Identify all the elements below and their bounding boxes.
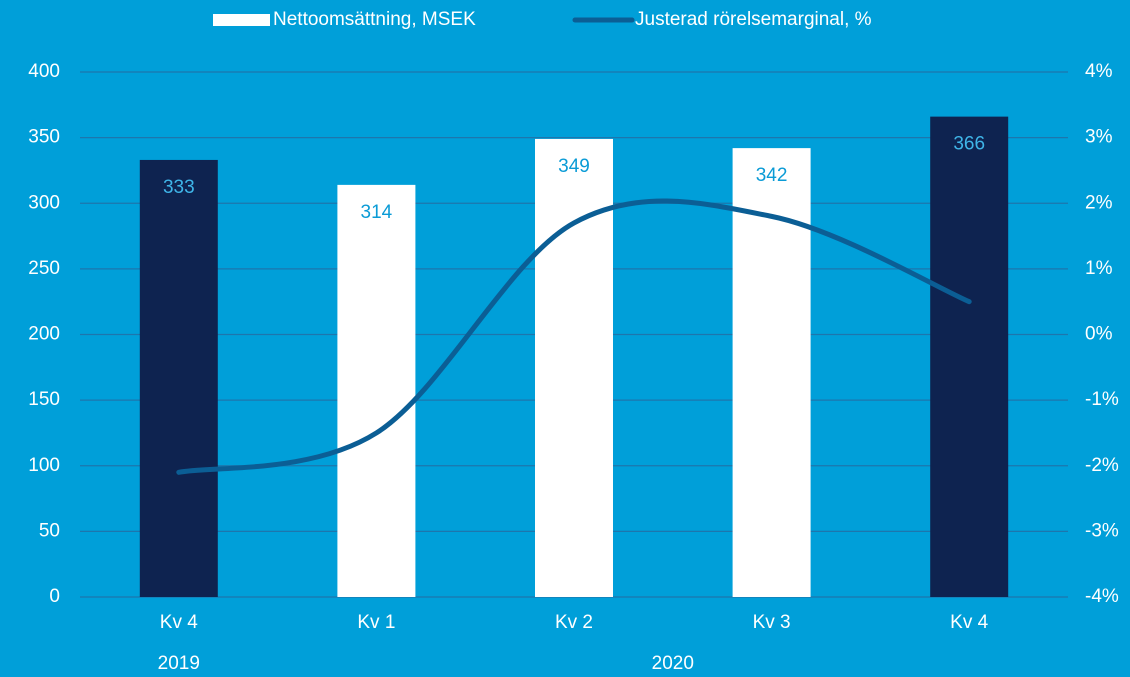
y-tick-label: 50 xyxy=(39,520,60,541)
bar xyxy=(535,138,613,597)
data-label: 314 xyxy=(361,202,393,223)
y2-tick-label: -2% xyxy=(1085,455,1119,476)
legend-label: Justerad rörelsemarginal, % xyxy=(635,9,872,30)
x-tick-label: Kv 1 xyxy=(357,612,395,633)
y-tick-label: 150 xyxy=(28,389,60,410)
y2-tick-label: 1% xyxy=(1085,258,1113,279)
y-tick-label: 350 xyxy=(28,127,60,148)
y-tick-label: 100 xyxy=(28,455,60,476)
y2-tick-label: -3% xyxy=(1085,520,1119,541)
data-label: 366 xyxy=(953,134,985,155)
bar xyxy=(930,116,1009,597)
y2-tick-label: 4% xyxy=(1085,61,1113,82)
y2-tick-label: -1% xyxy=(1085,389,1119,410)
y-tick-label: 0 xyxy=(49,586,60,607)
data-label: 349 xyxy=(558,156,590,177)
y2-tick-label: 2% xyxy=(1085,192,1113,213)
y-tick-label: 400 xyxy=(28,61,60,82)
x-tick-label: Kv 4 xyxy=(950,612,988,633)
y-tick-label: 300 xyxy=(28,192,60,213)
x-group-label: 2019 xyxy=(158,653,200,674)
data-label: 333 xyxy=(163,177,195,198)
x-group-label: 2020 xyxy=(652,653,694,674)
x-tick-label: Kv 3 xyxy=(753,612,791,633)
legend-swatch xyxy=(213,14,270,26)
y-tick-label: 200 xyxy=(28,324,60,345)
line xyxy=(176,198,972,475)
y2-tick-label: 0% xyxy=(1085,324,1113,345)
bar xyxy=(139,159,218,597)
x-tick-label: Kv 2 xyxy=(555,612,593,633)
data-label: 342 xyxy=(756,165,788,186)
y2-tick-label: -4% xyxy=(1085,586,1119,607)
y-tick-label: 250 xyxy=(28,258,60,279)
y2-tick-label: 3% xyxy=(1085,127,1113,148)
bar xyxy=(337,184,416,597)
x-tick-label: Kv 4 xyxy=(160,612,198,633)
legend-label: Nettoomsättning, MSEK xyxy=(273,9,476,30)
